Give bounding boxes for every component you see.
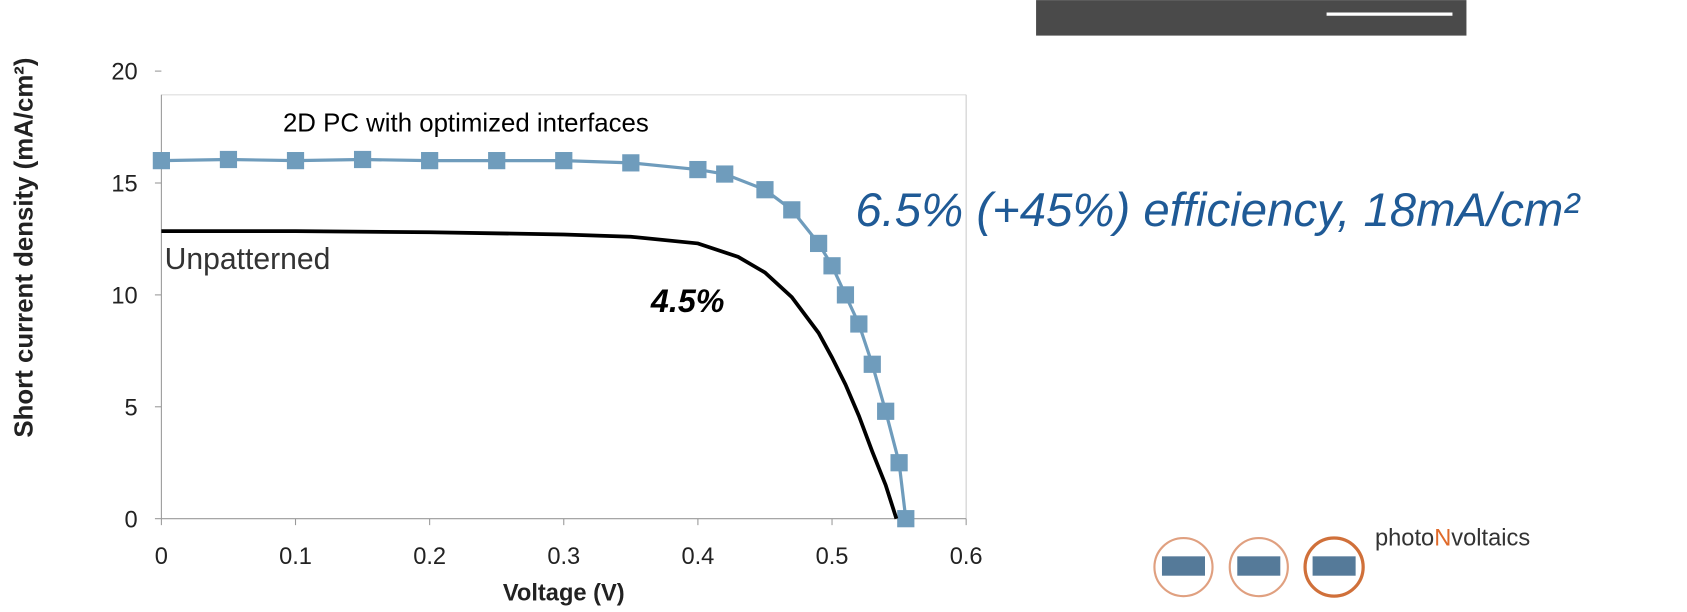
logo-icon xyxy=(1237,556,1280,575)
x-tick-label: 0.6 xyxy=(950,544,983,570)
marker xyxy=(810,235,827,252)
marker xyxy=(220,151,237,168)
marker xyxy=(897,510,914,527)
marker xyxy=(421,152,438,169)
logo: photoNvoltaics xyxy=(1154,526,1530,597)
page: {"chart_data": {"type": "line", "x_label… xyxy=(0,0,1687,607)
x-tick-label: 0.2 xyxy=(413,544,446,570)
annotation: 4.5% xyxy=(650,283,725,319)
sem-image xyxy=(1036,0,1466,36)
marker xyxy=(689,161,706,178)
marker xyxy=(823,257,840,274)
x-tick-label: 0.1 xyxy=(279,544,312,570)
x-axis-title: Voltage (V) xyxy=(503,580,625,606)
y-tick-label: 0 xyxy=(125,507,138,533)
marker xyxy=(622,154,639,171)
y-tick-label: 15 xyxy=(111,172,137,198)
logo-icon xyxy=(1313,556,1356,575)
marker xyxy=(864,356,881,373)
marker xyxy=(354,151,371,168)
y-axis-title: Short current density (mA/cm²) xyxy=(10,58,38,438)
logo-text: N xyxy=(1434,526,1451,552)
marker xyxy=(153,152,170,169)
x-tick-label: 0.3 xyxy=(547,544,580,570)
marker xyxy=(488,152,505,169)
logo-text: photoNvoltaics xyxy=(1375,526,1530,552)
marker xyxy=(850,315,867,332)
marker xyxy=(890,454,907,471)
x-tick-label: 0.5 xyxy=(816,544,849,570)
logo-text: voltaics xyxy=(1451,526,1530,552)
y-tick-label: 20 xyxy=(111,60,137,86)
slide: Short current density (mA/cm²) Voltage (… xyxy=(0,0,1687,607)
x-tick-label: 0 xyxy=(155,544,168,570)
series-label: Unpatterned xyxy=(165,243,331,276)
marker xyxy=(783,201,800,218)
marker xyxy=(877,403,894,420)
marker xyxy=(716,165,733,182)
x-tick-label: 0.4 xyxy=(681,544,714,570)
annotation: 6.5% (+45%) efficiency, 18mA/cm² xyxy=(855,184,1581,237)
y-tick-label: 10 xyxy=(111,284,137,310)
marker xyxy=(555,152,572,169)
logo-text: photo xyxy=(1375,526,1434,552)
logo-icon xyxy=(1162,556,1205,575)
marker xyxy=(756,181,773,198)
marker xyxy=(287,152,304,169)
y-tick-label: 5 xyxy=(125,395,138,421)
series-label: 2D PC with optimized interfaces xyxy=(283,109,649,137)
marker xyxy=(837,286,854,303)
